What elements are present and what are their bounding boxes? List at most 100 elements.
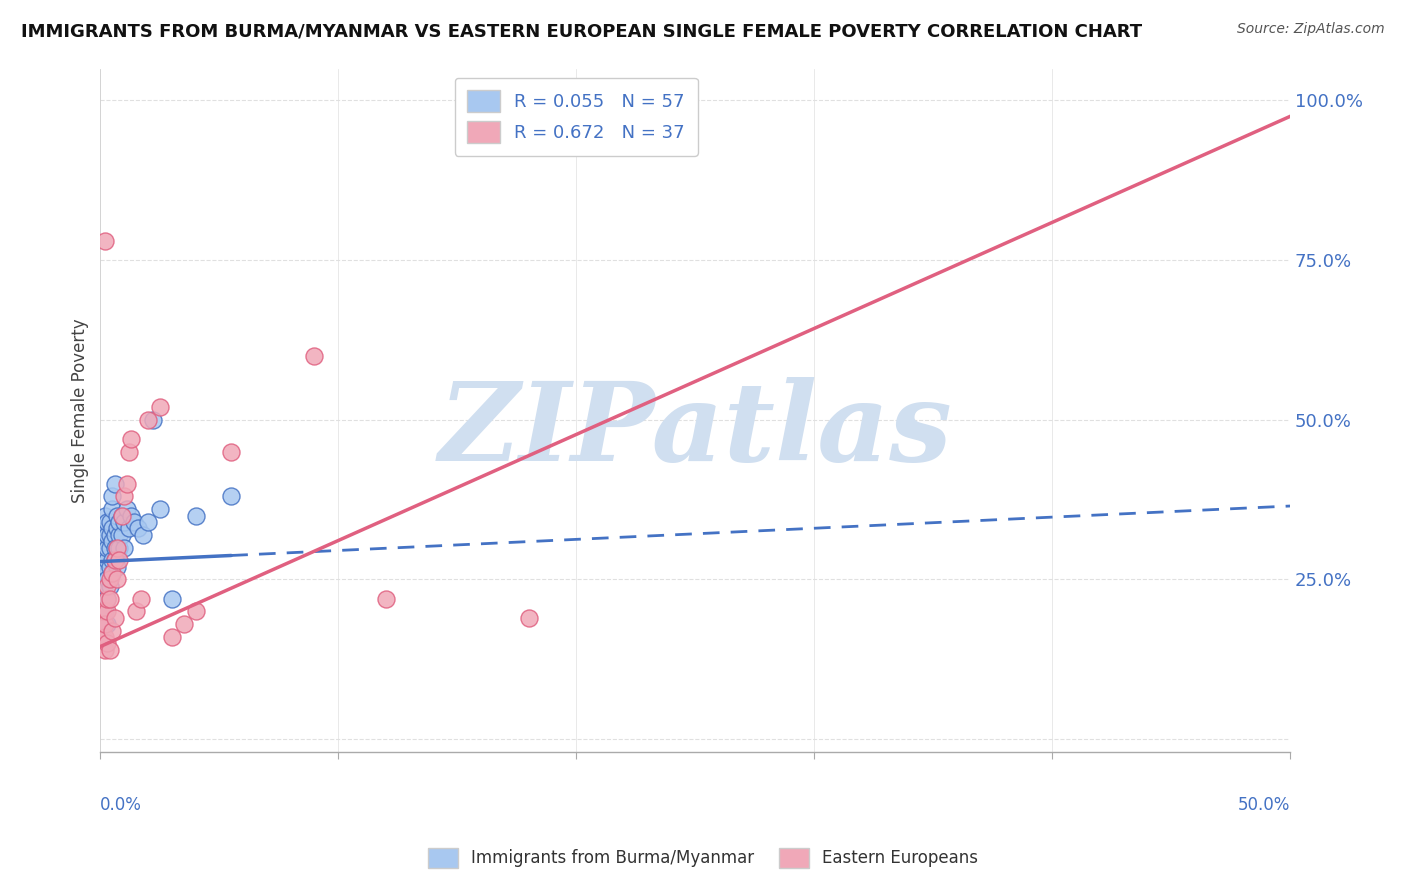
Point <box>96 617 118 632</box>
Point <box>120 432 142 446</box>
Point <box>98 528 121 542</box>
Point <box>96 528 118 542</box>
Point <box>184 508 207 523</box>
Point <box>96 553 118 567</box>
Point <box>94 642 117 657</box>
Point <box>111 528 134 542</box>
Point <box>122 515 145 529</box>
Point <box>111 508 134 523</box>
Point <box>104 611 127 625</box>
Point <box>101 490 124 504</box>
Point <box>101 553 124 567</box>
Point <box>98 642 121 657</box>
Point <box>108 553 131 567</box>
Point <box>94 617 117 632</box>
Point <box>96 579 118 593</box>
Point <box>173 617 195 632</box>
Point <box>101 534 124 549</box>
Text: IMMIGRANTS FROM BURMA/MYANMAR VS EASTERN EUROPEAN SINGLE FEMALE POVERTY CORRELAT: IMMIGRANTS FROM BURMA/MYANMAR VS EASTERN… <box>21 22 1142 40</box>
Point <box>91 566 114 580</box>
Point <box>304 349 326 363</box>
Point <box>104 528 127 542</box>
Point <box>94 579 117 593</box>
Point <box>108 541 131 555</box>
Point <box>96 541 118 555</box>
Point <box>219 444 242 458</box>
Point <box>142 413 165 427</box>
Point <box>149 502 172 516</box>
Point <box>105 559 128 574</box>
Point <box>96 515 118 529</box>
Point <box>125 604 148 618</box>
Point <box>105 573 128 587</box>
Point <box>98 579 121 593</box>
Point <box>96 591 118 606</box>
Point <box>94 559 117 574</box>
Point <box>136 515 159 529</box>
Point <box>374 591 396 606</box>
Point <box>94 547 117 561</box>
Point <box>101 502 124 516</box>
Text: Source: ZipAtlas.com: Source: ZipAtlas.com <box>1237 22 1385 37</box>
Point <box>91 553 114 567</box>
Point <box>184 604 207 618</box>
Text: 50.0%: 50.0% <box>1237 797 1291 814</box>
Point <box>160 630 183 644</box>
Point <box>101 521 124 535</box>
Point <box>101 566 124 580</box>
Point <box>98 573 121 587</box>
Point <box>118 521 141 535</box>
Point <box>94 508 117 523</box>
Point <box>91 528 114 542</box>
Point <box>96 636 118 650</box>
Point <box>96 604 118 618</box>
Point <box>94 604 117 618</box>
Point <box>91 604 114 618</box>
Point <box>104 553 127 567</box>
Point <box>105 541 128 555</box>
Point <box>136 413 159 427</box>
Point <box>98 541 121 555</box>
Point <box>115 502 138 516</box>
Point <box>96 573 118 587</box>
Point <box>101 624 124 638</box>
Point <box>91 630 114 644</box>
Point <box>149 400 172 414</box>
Point <box>94 534 117 549</box>
Point <box>112 490 135 504</box>
Point <box>101 566 124 580</box>
Point <box>94 521 117 535</box>
Point <box>108 528 131 542</box>
Point <box>127 521 149 535</box>
Point <box>98 591 121 606</box>
Point <box>104 476 127 491</box>
Point <box>111 508 134 523</box>
Point <box>160 591 183 606</box>
Point <box>98 559 121 574</box>
Point <box>129 591 152 606</box>
Point <box>104 541 127 555</box>
Text: 0.0%: 0.0% <box>100 797 142 814</box>
Point <box>108 515 131 529</box>
Point <box>104 553 127 567</box>
Point <box>132 528 155 542</box>
Point <box>120 508 142 523</box>
Point <box>96 591 118 606</box>
Y-axis label: Single Female Poverty: Single Female Poverty <box>72 318 89 502</box>
Point <box>105 521 128 535</box>
Point <box>112 515 135 529</box>
Point <box>91 591 114 606</box>
Point <box>105 508 128 523</box>
Legend: Immigrants from Burma/Myanmar, Eastern Europeans: Immigrants from Burma/Myanmar, Eastern E… <box>420 841 986 875</box>
Point <box>112 541 135 555</box>
Point <box>98 515 121 529</box>
Point <box>91 541 114 555</box>
Point <box>115 476 138 491</box>
Point <box>517 611 540 625</box>
Point <box>91 617 114 632</box>
Point <box>94 234 117 248</box>
Point <box>219 490 242 504</box>
Point <box>118 444 141 458</box>
Point <box>105 541 128 555</box>
Text: ZIPatlas: ZIPatlas <box>439 377 952 484</box>
